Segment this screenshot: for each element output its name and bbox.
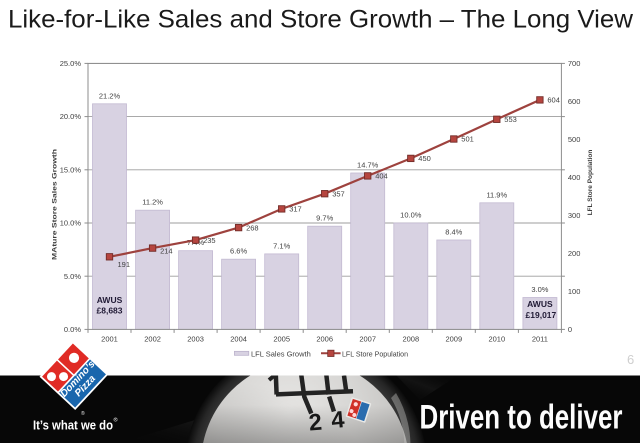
svg-text:Like-for-Like Sales and Store: Like-for-Like Sales and Store Growth – T… (8, 6, 634, 34)
svg-text:LFL Store Population: LFL Store Population (587, 150, 594, 216)
svg-text:7.1%: 7.1% (273, 241, 290, 250)
svg-text:9.7%: 9.7% (316, 214, 333, 223)
svg-text:235: 235 (203, 236, 216, 245)
svg-text:200: 200 (568, 249, 581, 258)
svg-text:LFL Store Population: LFL Store Population (342, 350, 408, 359)
svg-text:100: 100 (568, 287, 581, 296)
svg-text:®: ® (81, 410, 85, 417)
svg-text:604: 604 (547, 96, 560, 105)
svg-text:214: 214 (160, 247, 173, 256)
svg-text:553: 553 (504, 115, 517, 124)
svg-text:14.7%: 14.7% (357, 161, 379, 170)
svg-text:6: 6 (627, 352, 634, 367)
svg-text:600: 600 (568, 97, 581, 106)
svg-text:11.9%: 11.9% (486, 190, 507, 199)
svg-text:2004: 2004 (230, 335, 247, 344)
svg-text:2: 2 (308, 409, 323, 436)
svg-text:5.0%: 5.0% (64, 272, 81, 281)
svg-text:2007: 2007 (359, 335, 376, 344)
svg-text:AWUS: AWUS (527, 299, 553, 309)
svg-text:2003: 2003 (187, 335, 204, 344)
svg-text:191: 191 (118, 260, 131, 269)
svg-text:2009: 2009 (445, 335, 462, 344)
svg-text:21.2%: 21.2% (99, 91, 121, 100)
svg-text:10.0%: 10.0% (400, 211, 422, 220)
svg-text:3.0%: 3.0% (531, 285, 548, 294)
svg-text:11.2%: 11.2% (142, 198, 163, 207)
svg-text:2010: 2010 (488, 335, 505, 344)
svg-text:£8,683: £8,683 (97, 306, 123, 316)
svg-text:10.0%: 10.0% (60, 219, 82, 228)
svg-text:4: 4 (330, 406, 345, 433)
svg-text:20.0%: 20.0% (60, 112, 82, 121)
svg-text:317: 317 (289, 205, 302, 214)
svg-text:357: 357 (332, 189, 345, 198)
svg-text:£19,017: £19,017 (526, 310, 557, 320)
svg-text:400: 400 (568, 173, 581, 182)
svg-text:MAture Store Sales Growth: MAture Store Sales Growth (52, 149, 59, 260)
svg-text:15.0%: 15.0% (60, 165, 82, 174)
svg-text:0.0%: 0.0% (64, 325, 81, 334)
svg-text:450: 450 (418, 154, 431, 163)
svg-text:2011: 2011 (532, 335, 548, 344)
svg-text:2005: 2005 (273, 335, 290, 344)
svg-text:2006: 2006 (316, 335, 333, 344)
svg-text:®: ® (114, 417, 118, 424)
svg-text:LFL Sales Growth: LFL Sales Growth (251, 350, 311, 359)
svg-text:It’s what we do: It’s what we do (33, 418, 113, 433)
svg-text:6.6%: 6.6% (230, 247, 247, 256)
svg-text:0: 0 (568, 325, 572, 334)
svg-text:2002: 2002 (144, 335, 161, 344)
svg-text:2001: 2001 (101, 335, 118, 344)
svg-text:25.0%: 25.0% (60, 59, 82, 68)
svg-text:Driven to deliver: Driven to deliver (420, 398, 623, 436)
svg-text:404: 404 (375, 172, 388, 181)
svg-text:8.4%: 8.4% (445, 228, 462, 237)
svg-text:500: 500 (568, 135, 581, 144)
svg-text:300: 300 (568, 211, 581, 220)
svg-text:268: 268 (246, 223, 259, 232)
svg-text:2008: 2008 (402, 335, 419, 344)
svg-text:700: 700 (568, 59, 581, 68)
svg-text:AWUS: AWUS (97, 295, 123, 305)
svg-text:501: 501 (461, 135, 474, 144)
